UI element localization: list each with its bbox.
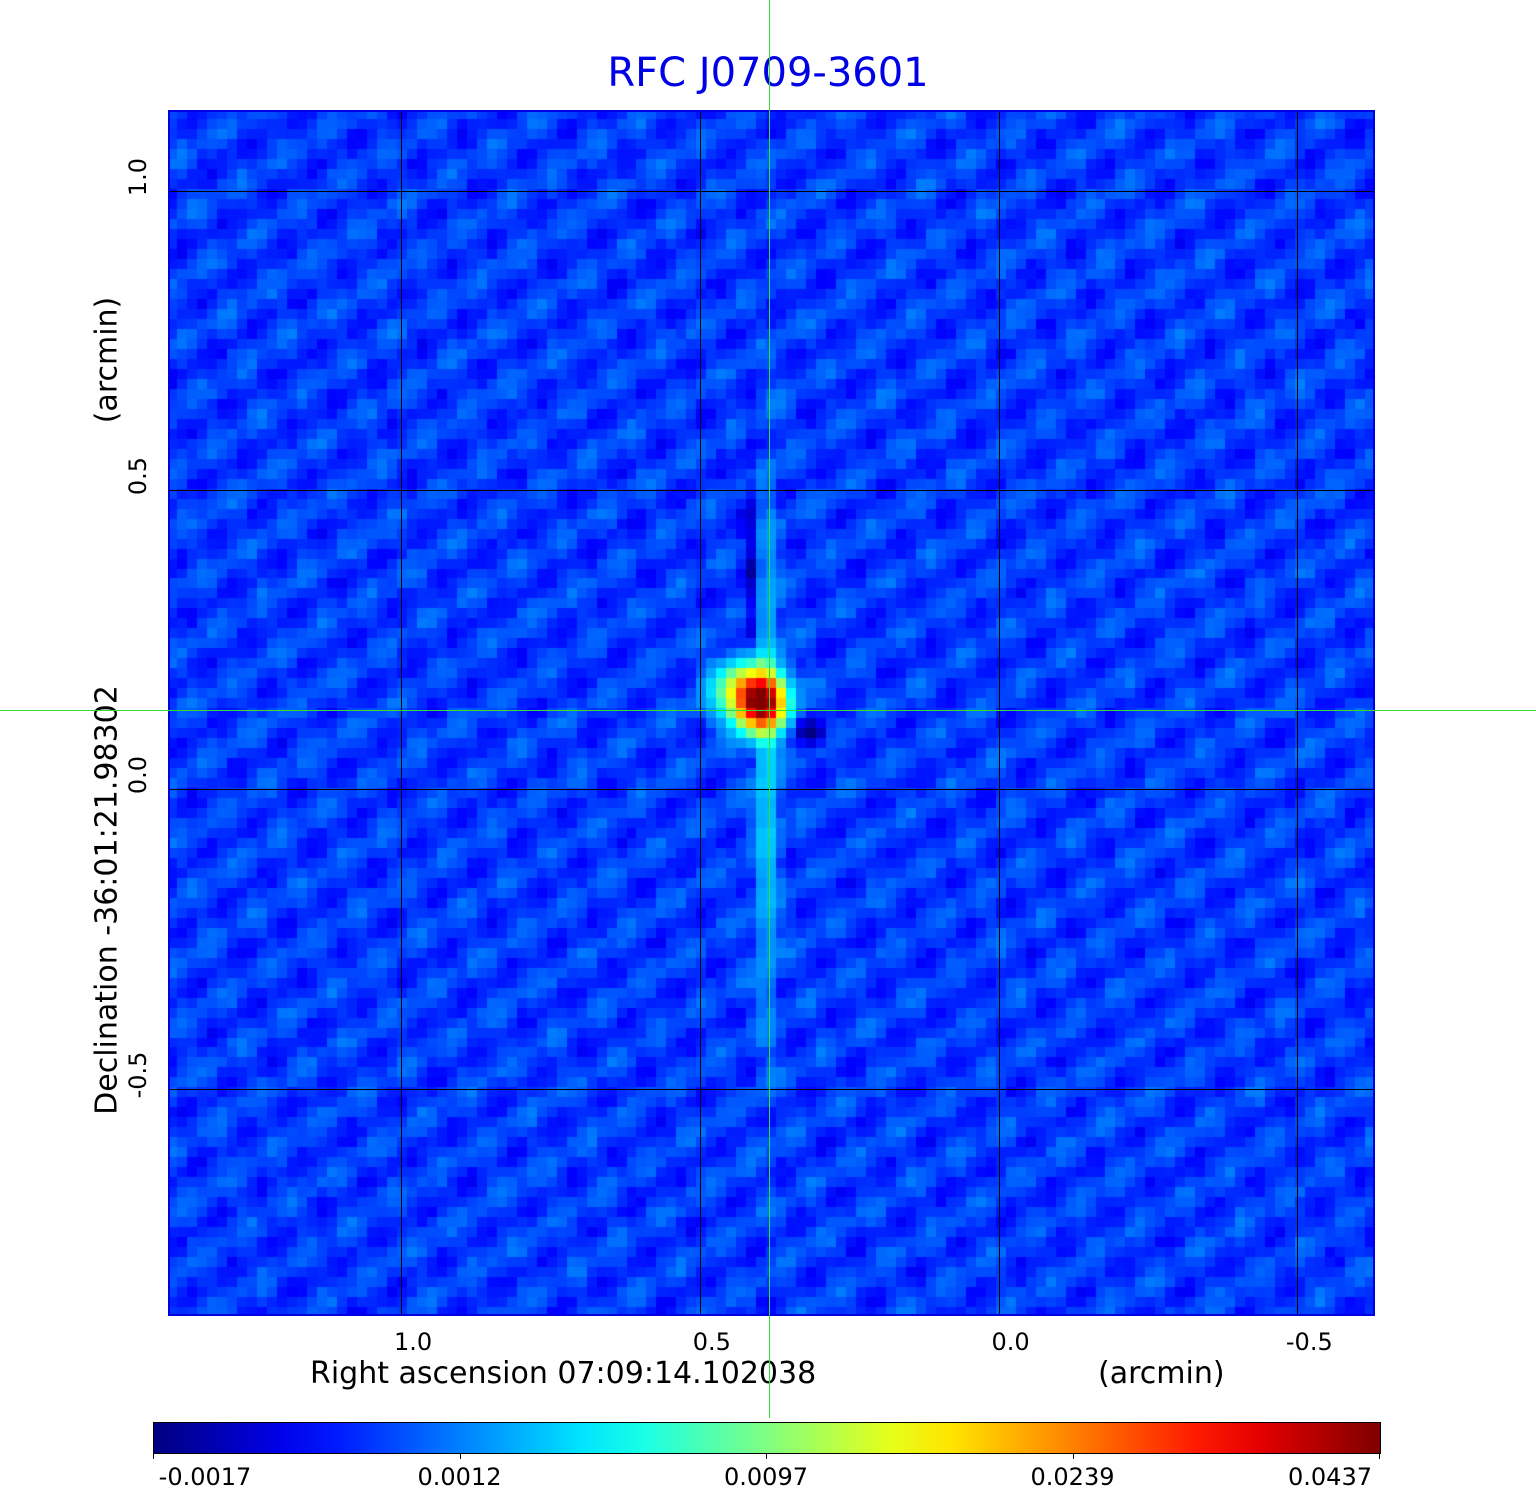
- colorbar-tick-label: 0.0437: [1288, 1463, 1372, 1491]
- y-tick-label: 0.0: [124, 756, 152, 795]
- x-tick-label: 0.0: [991, 1328, 1030, 1356]
- grid-line-x: [998, 110, 1000, 1316]
- x-tick-label: -0.5: [1285, 1328, 1333, 1356]
- colorbar-tick: [153, 1453, 154, 1459]
- colorbar: [153, 1422, 1381, 1454]
- colorbar-tick-label: 0.0239: [1030, 1463, 1115, 1491]
- y-tick-label: 0.5: [124, 456, 152, 496]
- y-axis-unit: (arcmin): [89, 296, 125, 424]
- y-tick-label: 1.0: [124, 157, 152, 196]
- colorbar-tick: [1072, 1453, 1074, 1459]
- grid-line-y: [168, 789, 1375, 791]
- x-axis-label: Right ascension 07:09:14.102038: [310, 1356, 817, 1391]
- colorbar-tick-label: 0.0097: [724, 1463, 808, 1491]
- grid-line-x: [1297, 110, 1299, 1316]
- colorbar-tick-label: 0.0012: [417, 1463, 502, 1491]
- x-axis-unit: (arcmin): [1098, 1356, 1225, 1391]
- x-tick-label: 1.0: [393, 1328, 433, 1356]
- grid-line-x: [401, 110, 403, 1316]
- crosshair-vertical: [768, 0, 770, 1418]
- grid-line-x: [699, 110, 701, 1316]
- plot-frame: [168, 110, 1375, 1316]
- colorbar-tick: [459, 1453, 461, 1459]
- colorbar-tick: [766, 1453, 767, 1459]
- image-plot-area[interactable]: [168, 110, 1375, 1316]
- colorbar-tick-label: -0.0017: [158, 1463, 252, 1491]
- chart-title: RFC J0709-3601: [607, 50, 929, 96]
- heatmap-image: [168, 110, 1375, 1316]
- crosshair-horizontal: [0, 710, 1536, 712]
- grid-line-y: [168, 190, 1375, 192]
- y-tick-label: -0.5: [124, 1051, 152, 1098]
- grid-line-y: [168, 490, 1375, 492]
- x-tick-label: 0.5: [692, 1328, 731, 1356]
- colorbar-tick: [1379, 1453, 1380, 1459]
- grid-line-y: [168, 1088, 1375, 1090]
- y-axis-label: Declination -36:01:21.98302: [89, 685, 125, 1115]
